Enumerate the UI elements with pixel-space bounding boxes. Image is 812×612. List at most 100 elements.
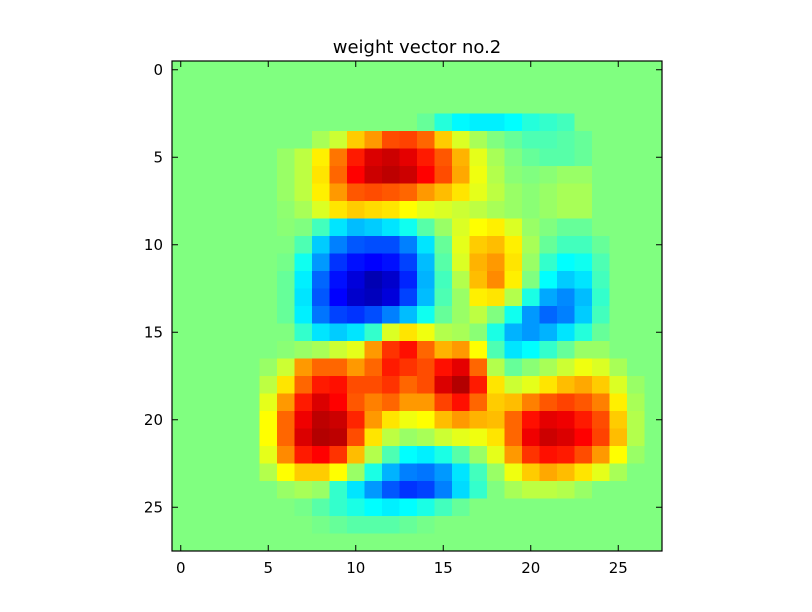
- heatmap-cell: [609, 61, 628, 79]
- heatmap-cell: [364, 498, 383, 517]
- heatmap-cell: [452, 201, 470, 219]
- heatmap-cell: [522, 393, 540, 412]
- heatmap-cell: [452, 481, 470, 499]
- heatmap-cell: [224, 428, 243, 447]
- heatmap-cell: [312, 516, 330, 534]
- heatmap-cell: [364, 533, 383, 552]
- x-tick-label: 25: [609, 559, 628, 577]
- heatmap-cell: [609, 533, 628, 552]
- heatmap-cell: [557, 481, 575, 499]
- heatmap-cell: [522, 516, 540, 534]
- heatmap-cell: [224, 463, 243, 482]
- heatmap-cell: [574, 358, 593, 377]
- heatmap-cell: [399, 288, 418, 307]
- heatmap-cell: [399, 481, 418, 499]
- heatmap-cell: [207, 323, 225, 342]
- heatmap-cell: [382, 183, 400, 202]
- heatmap-cell: [399, 428, 418, 447]
- heatmap-cell: [574, 463, 593, 482]
- heatmap-cell: [469, 533, 488, 552]
- heatmap-cell: [277, 201, 295, 219]
- heatmap-cell: [242, 498, 260, 517]
- heatmap-cell: [259, 428, 278, 447]
- heatmap-cell: [644, 516, 663, 534]
- heatmap-cell: [259, 96, 278, 114]
- heatmap-cell: [557, 428, 575, 447]
- heatmap-cell: [574, 131, 593, 149]
- heatmap-cell: [504, 533, 523, 552]
- heatmap-cell: [189, 516, 208, 534]
- heatmap-cell: [207, 113, 225, 132]
- heatmap-cell: [557, 271, 575, 289]
- heatmap-cell: [452, 498, 470, 517]
- heatmap-cell: [417, 341, 435, 359]
- heatmap-cell: [539, 201, 558, 219]
- heatmap-cell: [522, 148, 540, 167]
- heatmap-cell: [364, 411, 383, 429]
- heatmap-cell: [259, 61, 278, 79]
- heatmap-cell: [609, 218, 628, 237]
- heatmap-cell: [382, 166, 400, 184]
- heatmap-cell: [382, 428, 400, 447]
- heatmap-cell: [277, 271, 295, 289]
- heatmap-cell: [347, 183, 365, 202]
- heatmap-cell: [417, 533, 435, 552]
- heatmap-cell: [522, 498, 540, 517]
- heatmap-cell: [207, 253, 225, 272]
- heatmap-cell: [364, 78, 383, 97]
- heatmap-cell: [504, 481, 523, 499]
- heatmap-cell: [382, 376, 400, 394]
- heatmap-cell: [347, 131, 365, 149]
- heatmap-cell: [242, 166, 260, 184]
- heatmap-cell: [469, 481, 488, 499]
- y-tick-label: 20: [144, 411, 163, 429]
- heatmap-cell: [347, 393, 365, 412]
- heatmap-cell: [417, 481, 435, 499]
- heatmap-cell: [312, 201, 330, 219]
- heatmap-cell: [417, 218, 435, 237]
- heatmap-cell: [224, 201, 243, 219]
- heatmap-cell: [207, 411, 225, 429]
- heatmap-cell: [329, 166, 348, 184]
- heatmap-cell: [224, 131, 243, 149]
- heatmap-cell: [329, 288, 348, 307]
- heatmap-cell: [312, 341, 330, 359]
- heatmap-cell: [399, 61, 418, 79]
- heatmap-cell: [627, 306, 645, 324]
- heatmap-cell: [277, 288, 295, 307]
- heatmap-cell: [399, 446, 418, 464]
- heatmap-cell: [277, 358, 295, 377]
- heatmap-cell: [382, 96, 400, 114]
- heatmap-cell: [609, 306, 628, 324]
- heatmap-cell: [592, 306, 610, 324]
- heatmap-cell: [627, 113, 645, 132]
- heatmap-cell: [627, 236, 645, 254]
- heatmap-cell: [452, 516, 470, 534]
- heatmap-cell: [224, 166, 243, 184]
- heatmap-cell: [277, 148, 295, 167]
- heatmap-cell: [347, 148, 365, 167]
- x-tick-label: 15: [434, 559, 453, 577]
- heatmap-cell: [592, 428, 610, 447]
- heatmap-cell: [329, 516, 348, 534]
- heatmap-cell: [522, 236, 540, 254]
- heatmap-cell: [329, 183, 348, 202]
- heatmap-cell: [312, 166, 330, 184]
- heatmap-cell: [172, 218, 190, 237]
- heatmap-cell: [242, 533, 260, 552]
- heatmap-cell: [207, 533, 225, 552]
- heatmap-cell: [364, 428, 383, 447]
- x-tick-label: 20: [521, 559, 540, 577]
- heatmap-cell: [434, 393, 453, 412]
- heatmap-cell: [417, 446, 435, 464]
- heatmap-cell: [294, 61, 313, 79]
- heatmap-cell: [277, 236, 295, 254]
- heatmap-cell: [504, 288, 523, 307]
- heatmap-cell: [522, 306, 540, 324]
- heatmap-cell: [574, 148, 593, 167]
- heatmap-cell: [504, 393, 523, 412]
- heatmap-cell: [277, 341, 295, 359]
- heatmap-cell: [452, 253, 470, 272]
- heatmap-cell: [172, 463, 190, 482]
- heatmap-cell: [609, 428, 628, 447]
